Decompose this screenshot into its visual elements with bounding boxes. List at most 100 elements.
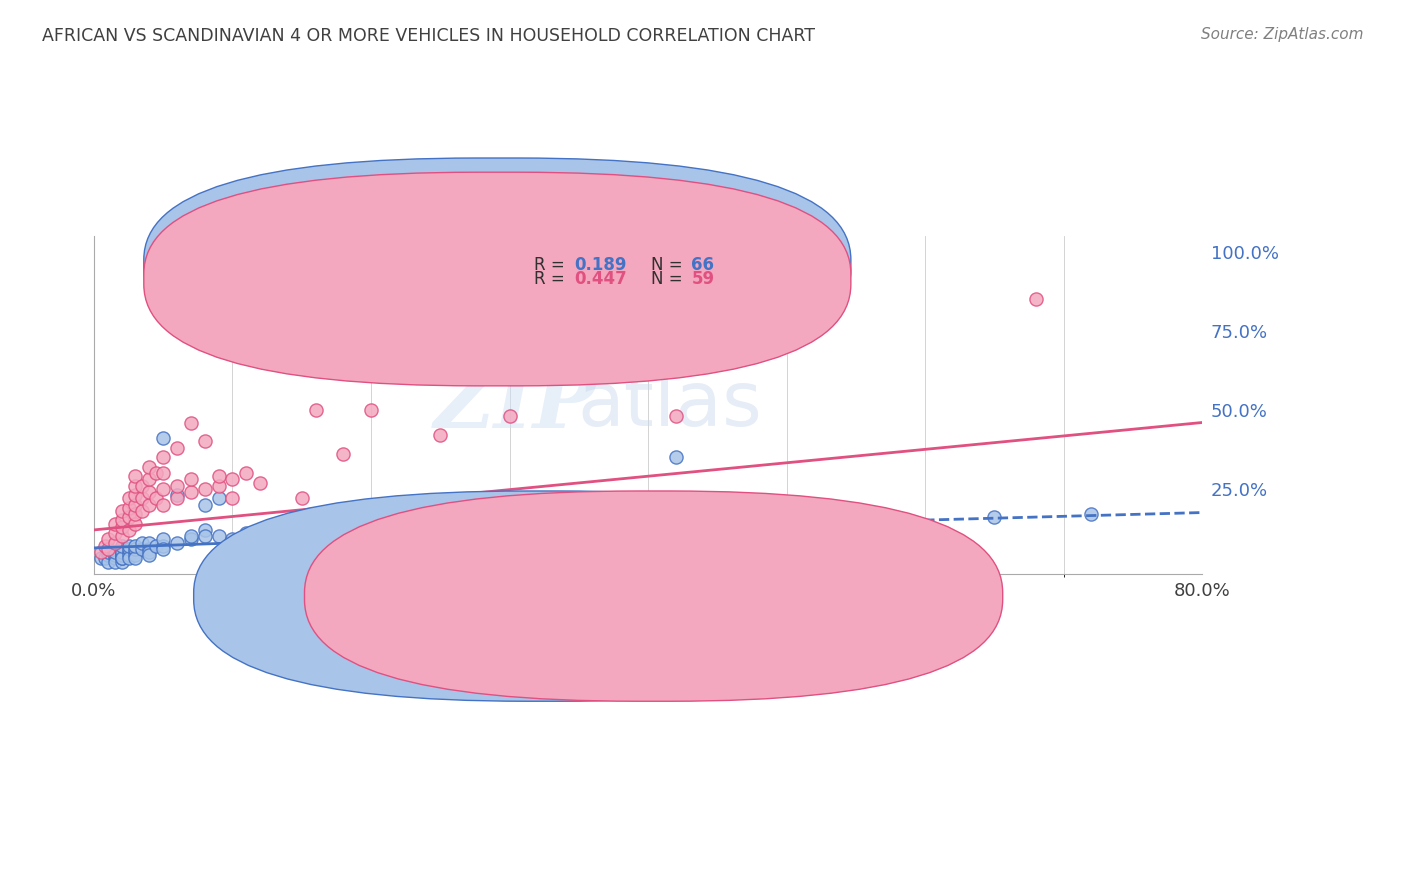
Point (97, 545, 120, 559)
Text: 66: 66 (692, 256, 714, 274)
Point (117, 539, 139, 553)
Point (124, 488, 146, 502)
Point (117, 491, 139, 506)
Point (180, 485, 202, 500)
Point (1025, 293, 1047, 307)
Point (97, 554, 120, 568)
Point (124, 541, 146, 556)
Point (291, 491, 314, 506)
Point (152, 466, 174, 480)
Point (117, 510, 139, 524)
Point (249, 529, 271, 543)
Point (194, 434, 217, 449)
Point (145, 466, 167, 480)
Point (166, 478, 188, 492)
Point (131, 491, 153, 506)
Point (131, 541, 153, 556)
Point (97, 548, 120, 562)
Point (429, 520, 451, 534)
Point (111, 548, 134, 562)
Point (194, 523, 217, 537)
Point (138, 548, 160, 562)
Point (117, 551, 139, 566)
Text: R =: R = (534, 270, 569, 288)
Point (498, 510, 520, 524)
Point (104, 554, 127, 568)
Point (94, 539, 117, 553)
Point (104, 526, 127, 541)
Point (111, 551, 134, 566)
Point (138, 459, 160, 474)
Point (152, 482, 174, 496)
Point (207, 529, 229, 543)
Point (304, 520, 326, 534)
Point (1080, 507, 1102, 521)
Text: R =: R = (534, 256, 569, 274)
Point (166, 491, 188, 506)
Point (111, 551, 134, 566)
Point (221, 533, 243, 547)
Point (117, 545, 139, 559)
Point (429, 428, 451, 442)
Point (124, 545, 146, 559)
Point (775, 513, 797, 527)
Point (498, 409, 520, 424)
Point (152, 498, 174, 512)
Point (117, 523, 139, 537)
Point (914, 523, 936, 537)
Text: Scandinavians: Scandinavians (682, 587, 801, 605)
Point (124, 551, 146, 566)
Text: N =: N = (651, 270, 689, 288)
Point (104, 548, 127, 562)
Point (983, 510, 1005, 524)
Point (360, 402, 382, 417)
Point (235, 526, 257, 541)
Point (665, 409, 688, 424)
Point (145, 491, 167, 506)
FancyBboxPatch shape (143, 172, 851, 386)
Text: AFRICAN VS SCANDINAVIAN 4 OR MORE VEHICLES IN HOUSEHOLD CORRELATION CHART: AFRICAN VS SCANDINAVIAN 4 OR MORE VEHICL… (42, 27, 815, 45)
Point (152, 541, 174, 556)
Point (138, 472, 160, 486)
Point (94, 551, 117, 566)
Point (235, 466, 257, 480)
Point (111, 554, 134, 568)
Point (111, 529, 134, 543)
Text: 59: 59 (692, 270, 714, 288)
Point (360, 516, 382, 531)
Point (166, 488, 188, 502)
Point (124, 478, 146, 492)
Text: atlas: atlas (578, 368, 762, 442)
Point (304, 402, 326, 417)
Point (138, 545, 160, 559)
Point (207, 469, 229, 483)
Point (263, 535, 285, 549)
Point (152, 533, 174, 547)
Point (111, 513, 134, 527)
Point (166, 535, 188, 549)
Point (263, 533, 285, 547)
Point (152, 539, 174, 553)
Text: N =: N = (651, 256, 689, 274)
Point (180, 472, 202, 486)
Point (138, 485, 160, 500)
Point (124, 516, 146, 531)
Point (104, 545, 127, 559)
Point (152, 431, 174, 445)
Point (194, 529, 217, 543)
Point (138, 498, 160, 512)
Point (124, 507, 146, 521)
Point (194, 498, 217, 512)
Text: Source: ZipAtlas.com: Source: ZipAtlas.com (1201, 27, 1364, 42)
Point (124, 548, 146, 562)
Text: Africans: Africans (571, 587, 637, 605)
Point (104, 551, 127, 566)
Point (111, 545, 134, 559)
Point (249, 475, 271, 490)
Point (131, 504, 153, 518)
Point (207, 478, 229, 492)
Point (180, 529, 202, 543)
Point (117, 548, 139, 562)
Point (124, 539, 146, 553)
Point (97, 541, 120, 556)
